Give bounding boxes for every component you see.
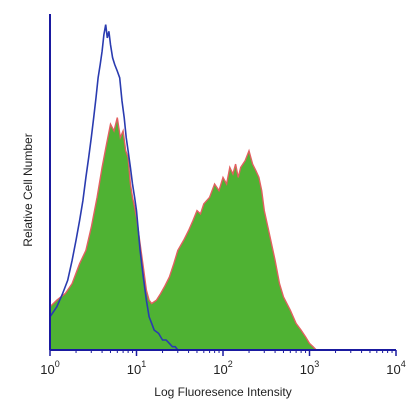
x-ticks: 100 101 102 103 104	[40, 350, 406, 377]
y-axis-title: Relative Cell Number	[21, 133, 35, 246]
x-tick-label-0: 100	[40, 359, 59, 377]
series-0-outline	[49, 117, 317, 351]
series-1-line	[49, 24, 179, 351]
plot-area	[49, 24, 317, 351]
x-tick-label-1: 101	[127, 359, 146, 377]
x-tick-label-3: 103	[300, 359, 319, 377]
series-0-area	[50, 117, 317, 350]
x-tick-label-4: 104	[386, 359, 405, 377]
x-tick-label-2: 102	[213, 359, 232, 377]
x-axis-title: Log Fluoresence Intensity	[154, 385, 291, 399]
